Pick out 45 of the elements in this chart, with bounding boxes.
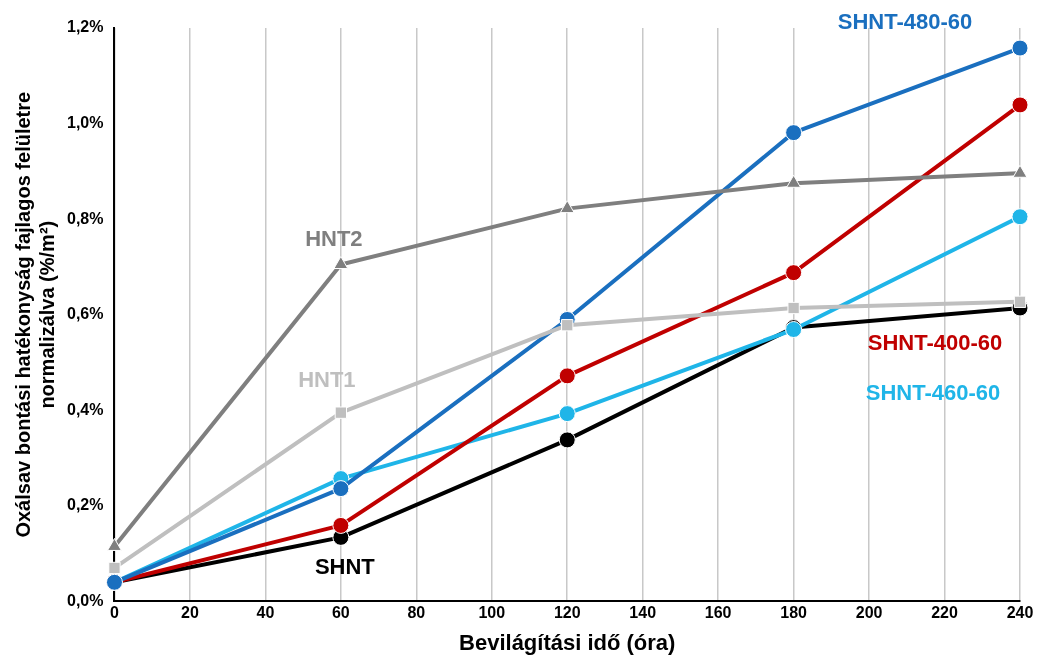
series-label: SHNT-480-60 <box>837 9 973 35</box>
point <box>559 200 575 214</box>
point <box>787 301 800 315</box>
series-label: HNT1 <box>298 366 356 392</box>
point <box>561 319 574 332</box>
series-label: SHNT <box>314 554 376 580</box>
y-tick-label: 0,8% <box>67 209 104 227</box>
y-tick-label: 0,6% <box>67 305 104 323</box>
x-tick-label: 100 <box>478 604 506 622</box>
x-axis-title: Bevilágítási idő (óra) <box>459 629 676 655</box>
point <box>108 561 121 575</box>
point <box>1011 208 1029 226</box>
x-tick-label: 220 <box>931 604 958 622</box>
y-tick-label: 0,0% <box>67 591 104 609</box>
y-tick-label: 0,2% <box>67 496 104 514</box>
point <box>1013 295 1027 308</box>
x-tick-label: 240 <box>1006 604 1034 622</box>
point <box>333 256 349 270</box>
y-tick-label: 1,0% <box>67 113 104 131</box>
point <box>558 431 576 449</box>
x-tick-label: 40 <box>256 604 275 622</box>
x-tick-label: 180 <box>780 604 808 622</box>
point <box>785 264 803 282</box>
x-tick-label: 140 <box>629 604 657 622</box>
x-tick-label: 200 <box>855 604 883 622</box>
y-tick-label: 1,2% <box>67 18 104 36</box>
text: SHNT-400-60 <box>867 329 1003 355</box>
x-tick-label: 20 <box>181 604 199 622</box>
text: SHNT-460-60 <box>865 379 1001 405</box>
y-axis-title: Oxálsav bontási hatékonyság fajlagos felületre normalizálva (%/m²) <box>11 91 58 538</box>
x-tick-label: 0 <box>110 604 120 622</box>
point <box>334 406 348 419</box>
x-tick-label: 80 <box>407 604 426 622</box>
series-label: HNT2 <box>305 225 363 251</box>
y-tick-label: 0,4% <box>67 400 104 418</box>
point <box>332 516 350 534</box>
x-tick-label: 160 <box>704 604 732 622</box>
point <box>1011 39 1029 57</box>
x-tick-label: 60 <box>331 604 350 622</box>
x-tick-label: 120 <box>553 604 581 622</box>
point <box>558 405 576 423</box>
point <box>1011 96 1029 114</box>
point <box>558 367 576 385</box>
point <box>332 480 350 498</box>
point <box>785 124 803 142</box>
